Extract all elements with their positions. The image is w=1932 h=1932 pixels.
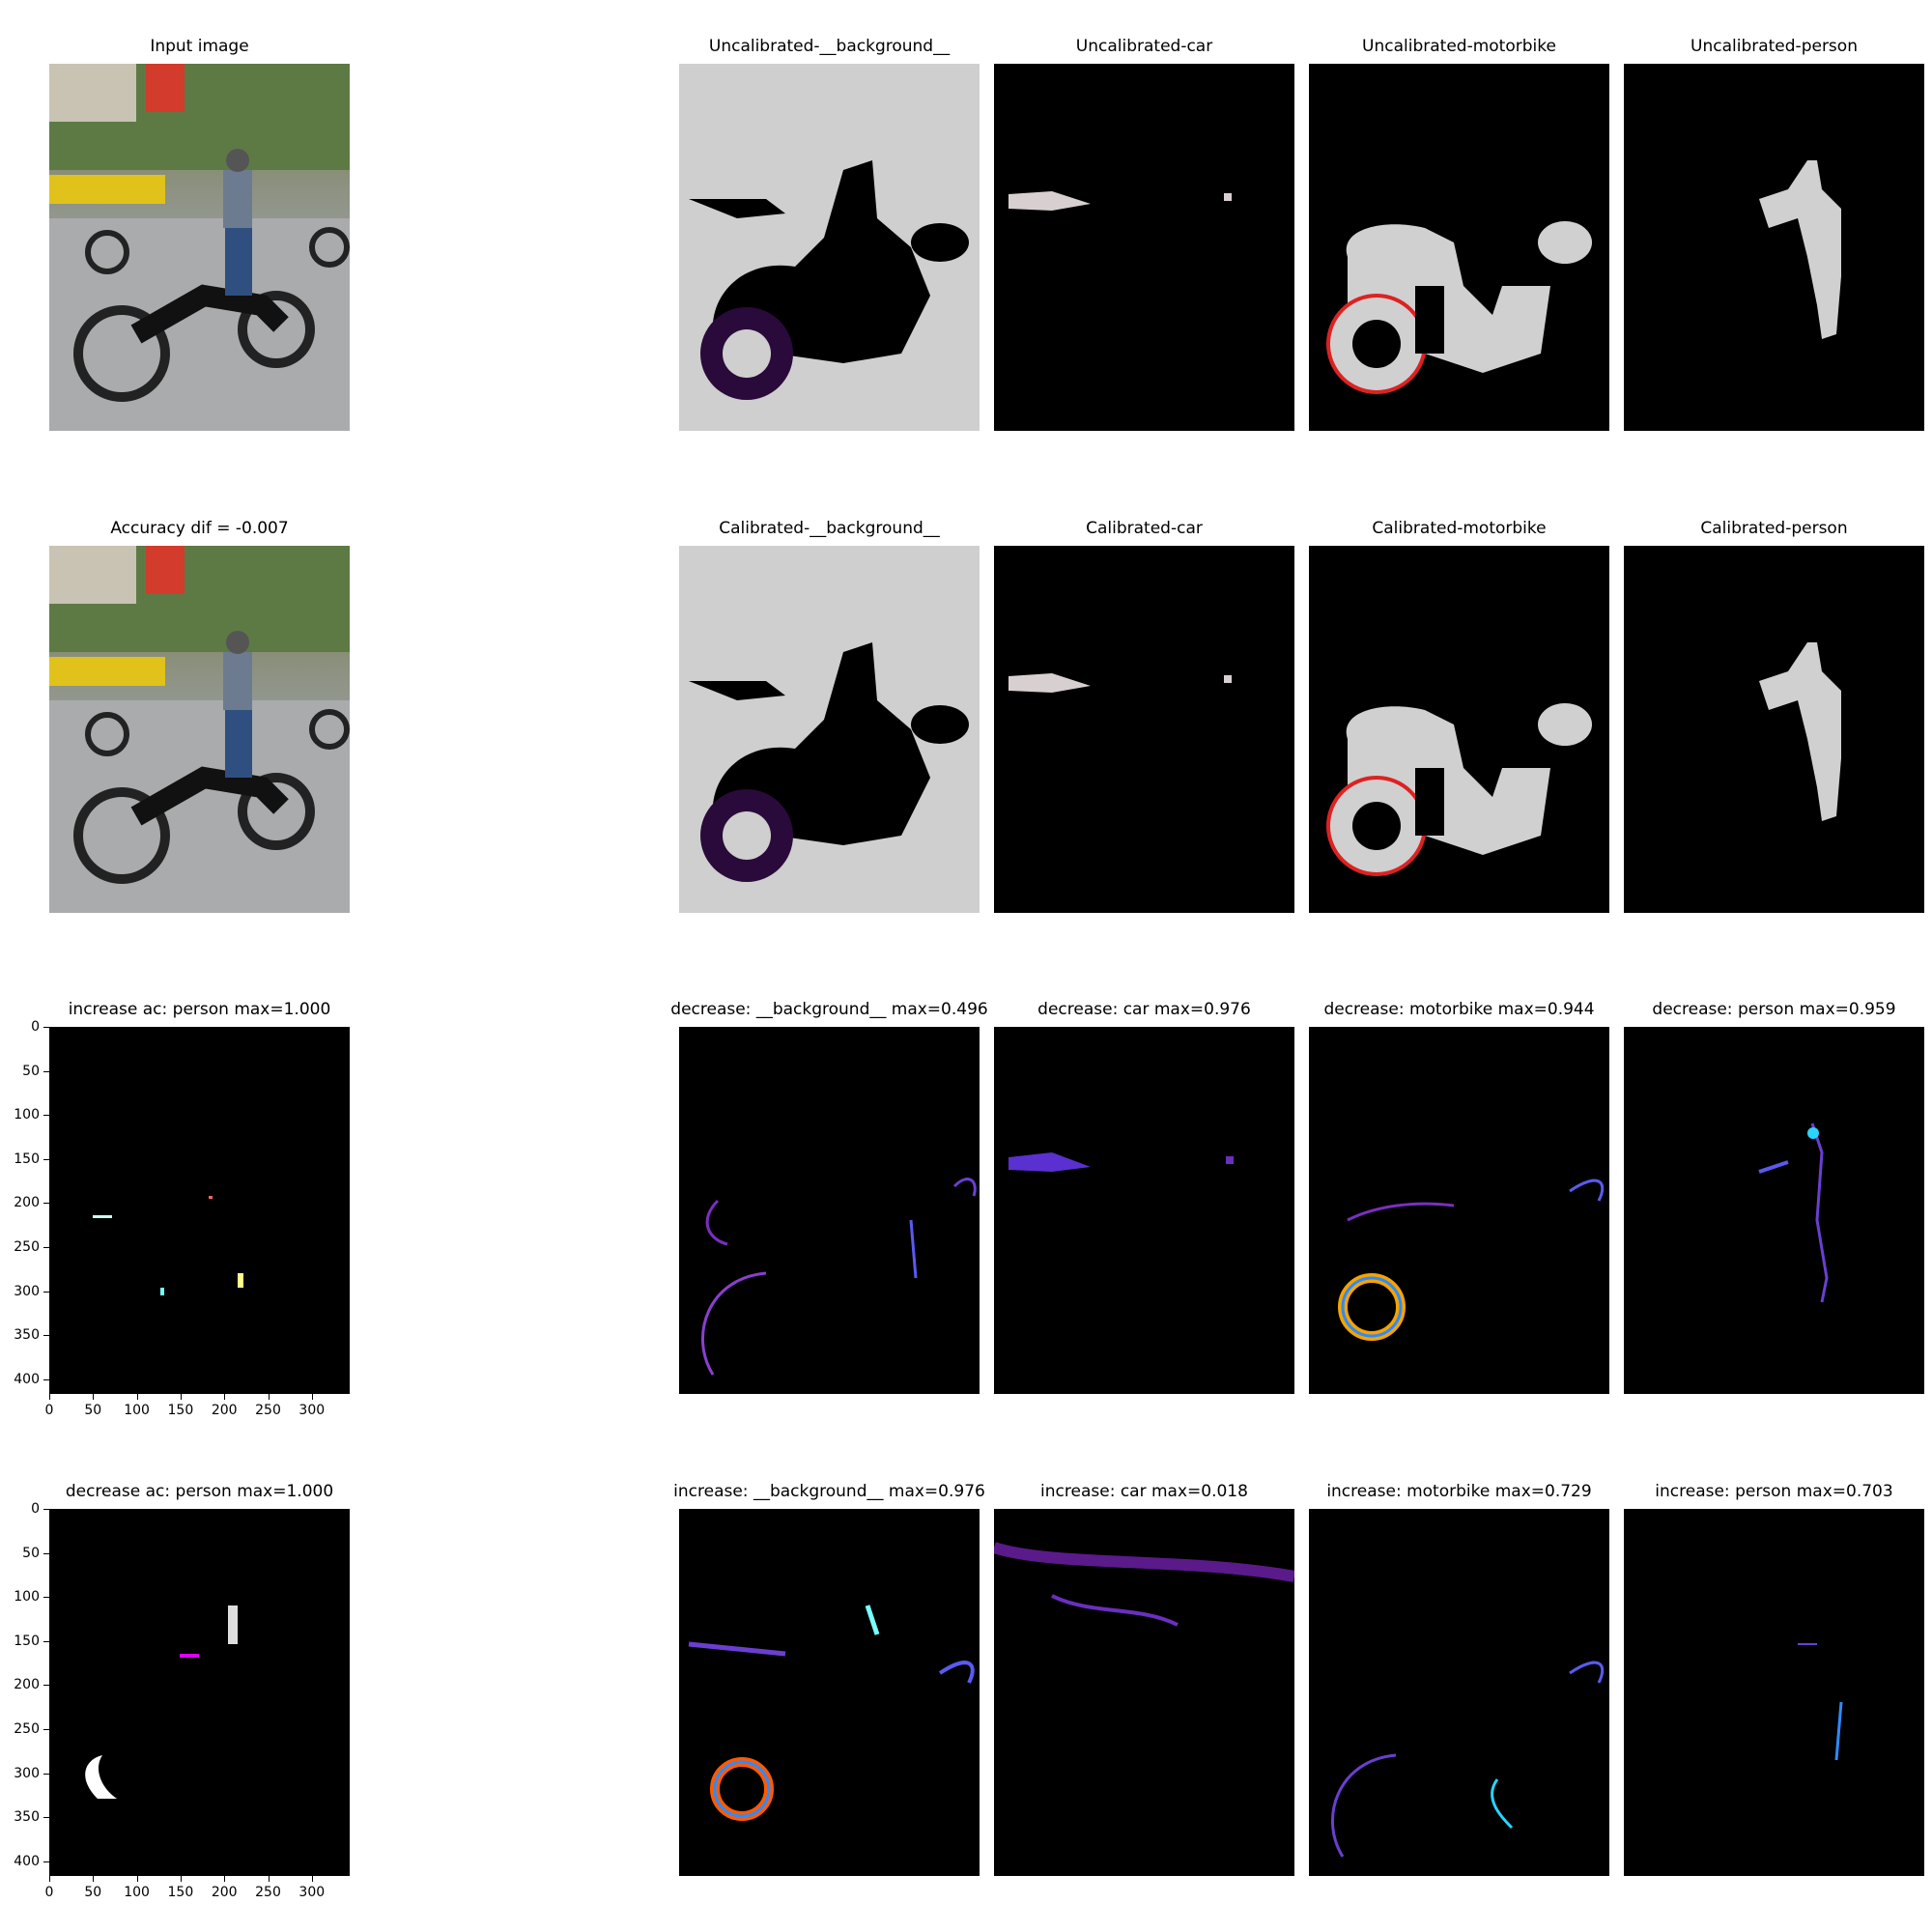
- heatmap-motorbike: [1309, 546, 1609, 913]
- panel-title: Uncalibrated-__background__: [708, 37, 951, 56]
- uncalibrated-car-panel: Uncalibrated-car: [994, 37, 1294, 431]
- panel-title: Uncalibrated-car: [1075, 37, 1213, 56]
- heatmap-decrease-car: [994, 1027, 1294, 1394]
- accuracy-image-panel: Accuracy dif = -0.007: [49, 519, 350, 913]
- heatmap-increase-car: [994, 1509, 1294, 1876]
- heatmap-decrease-motorbike: [1309, 1027, 1609, 1394]
- panel-title: increase: person max=0.703: [1655, 1482, 1893, 1501]
- increase-ac-person-panel: increase ac: person max=1.000 0 50 100 1…: [14, 1000, 350, 1418]
- uncalibrated-background-panel: Uncalibrated-__background__: [679, 37, 980, 431]
- heatmap-increase-ac: [49, 1027, 350, 1394]
- uncalibrated-person-panel: Uncalibrated-person: [1624, 37, 1924, 431]
- decrease-background-panel: decrease: __background__ max=0.496: [670, 1000, 988, 1394]
- heatmap-decrease-person: [1624, 1027, 1924, 1394]
- decrease-ac-person-panel: decrease ac: person max=1.000 0 50 100 1…: [14, 1482, 350, 1900]
- heatmap-person: [1624, 546, 1924, 913]
- increase-person-panel: increase: person max=0.703: [1624, 1482, 1924, 1876]
- panel-title: increase ac: person max=1.000: [68, 1000, 331, 1019]
- motorcycle-photo: [49, 546, 350, 913]
- decrease-person-panel: decrease: person max=0.959: [1624, 1000, 1924, 1394]
- panel-title: increase: car max=0.018: [1040, 1482, 1248, 1501]
- panel-title: Calibrated-car: [1086, 519, 1203, 538]
- heatmap-increase-background: [679, 1509, 980, 1876]
- calibrated-person-panel: Calibrated-person: [1624, 519, 1924, 913]
- axes-frame: [49, 1027, 350, 1394]
- input-image-panel: Input image: [49, 37, 350, 431]
- panel-title: decrease ac: person max=1.000: [65, 1482, 334, 1501]
- increase-background-panel: increase: __background__ max=0.976: [673, 1482, 985, 1876]
- heatmap-increase-person: [1624, 1509, 1924, 1876]
- heatmap-person: [1624, 64, 1924, 431]
- panel-title: Calibrated-motorbike: [1372, 519, 1547, 538]
- heatmap-decrease-background: [679, 1027, 980, 1394]
- panel-title: Uncalibrated-person: [1690, 37, 1858, 56]
- panel-title: decrease: motorbike max=0.944: [1323, 1000, 1595, 1019]
- increase-car-panel: increase: car max=0.018: [994, 1482, 1294, 1876]
- panel-title: increase: __background__ max=0.976: [673, 1482, 985, 1501]
- heatmap-motorbike: [1309, 64, 1609, 431]
- panel-title: Accuracy dif = -0.007: [110, 519, 289, 538]
- calibrated-car-panel: Calibrated-car: [994, 519, 1294, 913]
- uncalibrated-motorbike-panel: Uncalibrated-motorbike: [1309, 37, 1609, 431]
- decrease-car-panel: decrease: car max=0.976: [994, 1000, 1294, 1394]
- heatmap-car: [994, 64, 1294, 431]
- panel-title: decrease: __background__ max=0.496: [670, 1000, 988, 1019]
- decrease-motorbike-panel: decrease: motorbike max=0.944: [1309, 1000, 1609, 1394]
- panel-title: Input image: [150, 37, 249, 56]
- panel-title: decrease: car max=0.976: [1037, 1000, 1251, 1019]
- calibrated-background-panel: Calibrated-__background__: [679, 519, 980, 913]
- heatmap-background: [679, 64, 980, 431]
- motorcycle-photo: [49, 64, 350, 431]
- panel-title: decrease: person max=0.959: [1652, 1000, 1896, 1019]
- panel-title: Calibrated-person: [1700, 519, 1848, 538]
- heatmap-background: [679, 546, 980, 913]
- axes-frame: [49, 1509, 350, 1876]
- panel-title: Uncalibrated-motorbike: [1362, 37, 1556, 56]
- increase-motorbike-panel: increase: motorbike max=0.729: [1309, 1482, 1609, 1876]
- panel-title: Calibrated-__background__: [719, 519, 940, 538]
- panel-title: increase: motorbike max=0.729: [1326, 1482, 1592, 1501]
- heatmap-decrease-ac: [49, 1509, 350, 1876]
- heatmap-car: [994, 546, 1294, 913]
- heatmap-increase-motorbike: [1309, 1509, 1609, 1876]
- calibrated-motorbike-panel: Calibrated-motorbike: [1309, 519, 1609, 913]
